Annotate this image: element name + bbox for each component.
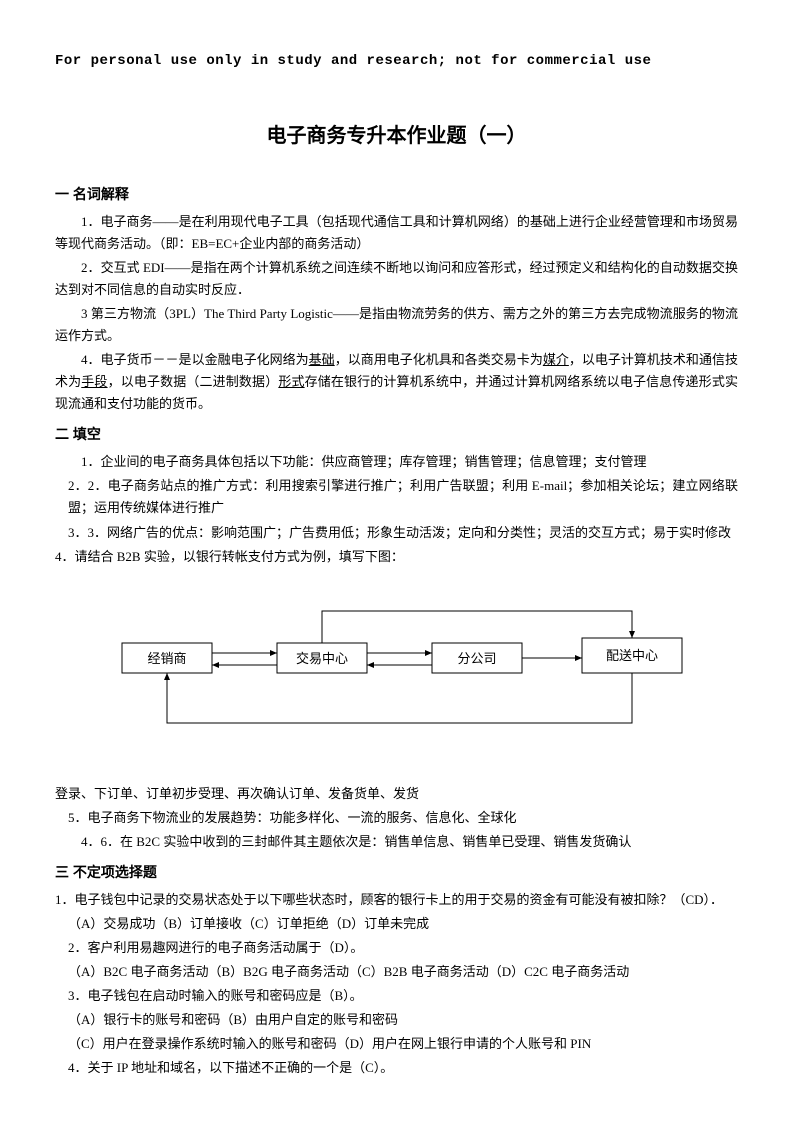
main-title: 电子商务专升本作业题（一） (55, 119, 738, 153)
s1-4-d: ，以电子数据（二进制数据） (108, 374, 279, 389)
s2-item1: 1．企业间的电子商务具体包括以下功能：供应商管理；库存管理；销售管理；信息管理；… (55, 451, 738, 473)
s3-q2: 2．客户利用易趣网进行的电子商务活动属于（D）。 (55, 937, 738, 959)
header-notice: For personal use only in study and resea… (55, 50, 738, 74)
s1-4-u1: 基础 (309, 352, 335, 367)
after-diagram-p1: 登录、下订单、订单初步受理、再次确认订单、发备货单、发货 (55, 783, 738, 805)
s3-q4: 4．关于 IP 地址和域名，以下描述不正确的一个是（C）。 (55, 1057, 738, 1079)
after-diagram-p2: 5．电子商务下物流业的发展趋势：功能多样化、一流的服务、信息化、全球化 (55, 807, 738, 829)
s1-item2: 2．交互式 EDI——是指在两个计算机系统之间连续不断地以询问和应答形式，经过预… (55, 257, 738, 301)
section1-heading: 一 名词解释 (55, 183, 738, 207)
s1-4-b: ，以商用电子化机具和各类交易卡为 (335, 352, 543, 367)
s2-item2: 2．2．电子商务站点的推广方式：利用搜索引擎进行推广；利用广告联盟；利用 E-m… (55, 475, 738, 519)
s3-q1: 1．电子钱包中记录的交易状态处于以下哪些状态时，顾客的银行卡上的用于交易的资金有… (55, 889, 738, 911)
s3-q3-opts2: （C）用户在登录操作系统时输入的账号和密码（D）用户在网上银行申请的个人账号和 … (55, 1033, 738, 1055)
s1-item1: 1．电子商务——是在利用现代电子工具（包括现代通信工具和计算机网络）的基础上进行… (55, 211, 738, 255)
s1-item4: 4．电子货币－－是以金融电子化网络为基础，以商用电子化机具和各类交易卡为媒介 ，以… (55, 349, 738, 415)
section2-heading: 二 填空 (55, 423, 738, 447)
loop-bottom (167, 673, 632, 723)
s1-4-a: 4．电子货币－－是以金融电子化网络为 (81, 352, 309, 367)
document-page: For personal use only in study and resea… (0, 0, 793, 1112)
section3-heading: 三 不定项选择题 (55, 861, 738, 885)
node-distrib-label: 配送中心 (605, 648, 657, 663)
node-branch-label: 分公司 (457, 651, 496, 666)
node-dealer-label: 经销商 (147, 651, 186, 666)
s3-q2-opts: （A）B2C 电子商务活动（B）B2G 电子商务活动（C）B2B 电子商务活动（… (55, 961, 738, 983)
after-diagram-p3: 4．6．在 B2C 实验中收到的三封邮件其主题依次是：销售单信息、销售单已受理、… (55, 831, 738, 853)
s3-q3-opts1: （A）银行卡的账号和密码（B）由用户自定的账号和密码 (55, 1009, 738, 1031)
s1-item3: 3 第三方物流（3PL）The Third Party Logistic——是指… (55, 303, 738, 347)
flow-diagram: 经销商 交易中心 分公司 配送中心 (107, 593, 687, 753)
s3-q3: 3．电子钱包在启动时输入的账号和密码应是（B）。 (55, 985, 738, 1007)
s1-4-u3: 手段 (81, 374, 107, 389)
s1-4-u2: 媒介 (543, 352, 569, 367)
s2-item4: 4．请结合 B2B 实验，以银行转帐支付方式为例，填写下图： (55, 546, 738, 568)
s1-4-u4: 形式 (278, 374, 304, 389)
s3-q1-opts: （A）交易成功（B）订单接收（C）订单拒绝（D）订单未完成 (55, 913, 738, 935)
flow-svg: 经销商 交易中心 分公司 配送中心 (107, 593, 687, 753)
node-trade-center-label: 交易中心 (295, 651, 347, 666)
s2-item3: 3．3．网络广告的优点：影响范围广；广告费用低；形象生动活泼；定向和分类性；灵活… (55, 522, 738, 544)
